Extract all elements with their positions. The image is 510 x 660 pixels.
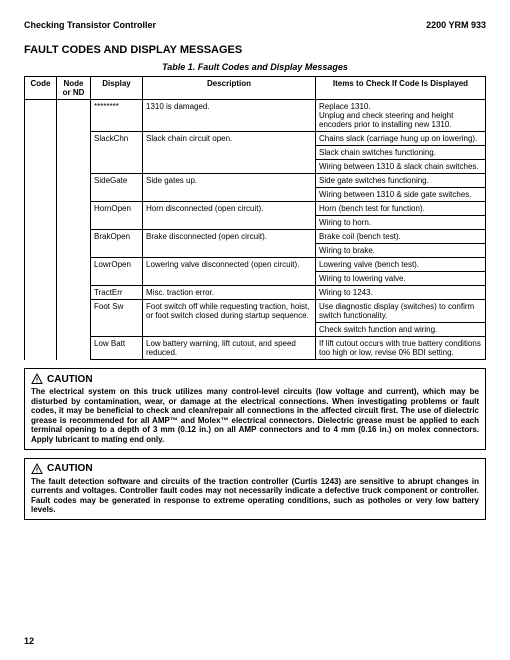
table-row: Foot SwFoot switch off while requesting … [25, 300, 486, 323]
display-cell: SlackChn [91, 132, 143, 174]
items-cell: Side gate switches functioning. [316, 174, 486, 188]
items-cell: If lift cutout occurs with true battery … [316, 337, 486, 360]
display-cell: SideGate [91, 174, 143, 202]
display-cell: HornOpen [91, 202, 143, 230]
node-cell [57, 258, 91, 286]
description-cell: Low battery warning, lift cutout, and sp… [143, 337, 316, 360]
table-header: Node or ND [57, 77, 91, 100]
display-cell: Foot Sw [91, 300, 143, 337]
code-cell [25, 230, 57, 258]
caution-label: CAUTION [47, 374, 93, 385]
description-cell: Horn disconnected (open circuit). [143, 202, 316, 230]
code-cell [25, 286, 57, 300]
items-cell: Wiring to brake. [316, 244, 486, 258]
description-cell: Foot switch off while requesting tractio… [143, 300, 316, 337]
warning-icon [31, 373, 43, 385]
section-title: FAULT CODES AND DISPLAY MESSAGES [24, 44, 486, 56]
caution-label: CAUTION [47, 463, 93, 474]
items-cell: Wiring to horn. [316, 216, 486, 230]
code-cell [25, 258, 57, 286]
header-left: Checking Transistor Controller [24, 20, 156, 30]
code-cell [25, 337, 57, 360]
table-header: Display [91, 77, 143, 100]
display-cell: TractErr [91, 286, 143, 300]
display-cell: Low Batt [91, 337, 143, 360]
table-row: TractErrMisc. traction error.Wiring to 1… [25, 286, 486, 300]
items-cell: Brake coil (bench test). [316, 230, 486, 244]
description-cell: Brake disconnected (open circuit). [143, 230, 316, 258]
caution-box-2: CAUTION The fault detection software and… [24, 458, 486, 520]
node-cell [57, 132, 91, 174]
caution-text-1: The electrical system on this truck util… [31, 387, 479, 445]
display-cell: LowrOpen [91, 258, 143, 286]
table-row: SlackChnSlack chain circuit open.Chains … [25, 132, 486, 146]
description-cell: 1310 is damaged. [143, 100, 316, 132]
items-cell: Wiring to lowering valve. [316, 272, 486, 286]
description-cell: Slack chain circuit open. [143, 132, 316, 174]
display-cell: BrakOpen [91, 230, 143, 258]
items-cell: Wiring between 1310 & slack chain switch… [316, 160, 486, 174]
items-cell: Horn (bench test for function). [316, 202, 486, 216]
page-number: 12 [24, 636, 34, 646]
description-cell: Misc. traction error. [143, 286, 316, 300]
code-cell [25, 174, 57, 202]
items-cell: Wiring between 1310 & side gate switches… [316, 188, 486, 202]
items-cell: Replace 1310. Unplug and check steering … [316, 100, 486, 132]
table-row: ********1310 is damaged.Replace 1310. Un… [25, 100, 486, 132]
node-cell [57, 337, 91, 360]
node-cell [57, 202, 91, 230]
code-cell [25, 132, 57, 174]
header-right: 2200 YRM 933 [426, 20, 486, 30]
table-row: BrakOpenBrake disconnected (open circuit… [25, 230, 486, 244]
description-cell: Side gates up. [143, 174, 316, 202]
display-cell: ******** [91, 100, 143, 132]
code-cell [25, 202, 57, 230]
table-caption: Table 1. Fault Codes and Display Message… [24, 62, 486, 72]
warning-icon [31, 463, 43, 475]
code-cell [25, 100, 57, 132]
items-cell: Slack chain switches functioning. [316, 146, 486, 160]
table-row: Low BattLow battery warning, lift cutout… [25, 337, 486, 360]
caution-box-1: CAUTION The electrical system on this tr… [24, 368, 486, 450]
caution-text-2: The fault detection software and circuit… [31, 477, 479, 515]
items-cell: Chains slack (carriage hung up on loweri… [316, 132, 486, 146]
description-cell: Lowering valve disconnected (open circui… [143, 258, 316, 286]
node-cell [57, 100, 91, 132]
fault-codes-table: CodeNode or NDDisplayDescriptionItems to… [24, 76, 486, 360]
table-row: SideGateSide gates up.Side gate switches… [25, 174, 486, 188]
node-cell [57, 174, 91, 202]
items-cell: Wiring to 1243. [316, 286, 486, 300]
table-header: Code [25, 77, 57, 100]
code-cell [25, 300, 57, 337]
table-row: LowrOpenLowering valve disconnected (ope… [25, 258, 486, 272]
node-cell [57, 230, 91, 258]
node-cell [57, 286, 91, 300]
table-header: Items to Check If Code Is Displayed [316, 77, 486, 100]
items-cell: Lowering valve (bench test). [316, 258, 486, 272]
table-header: Description [143, 77, 316, 100]
items-cell: Check switch function and wiring. [316, 323, 486, 337]
items-cell: Use diagnostic display (switches) to con… [316, 300, 486, 323]
node-cell [57, 300, 91, 337]
table-row: HornOpenHorn disconnected (open circuit)… [25, 202, 486, 216]
